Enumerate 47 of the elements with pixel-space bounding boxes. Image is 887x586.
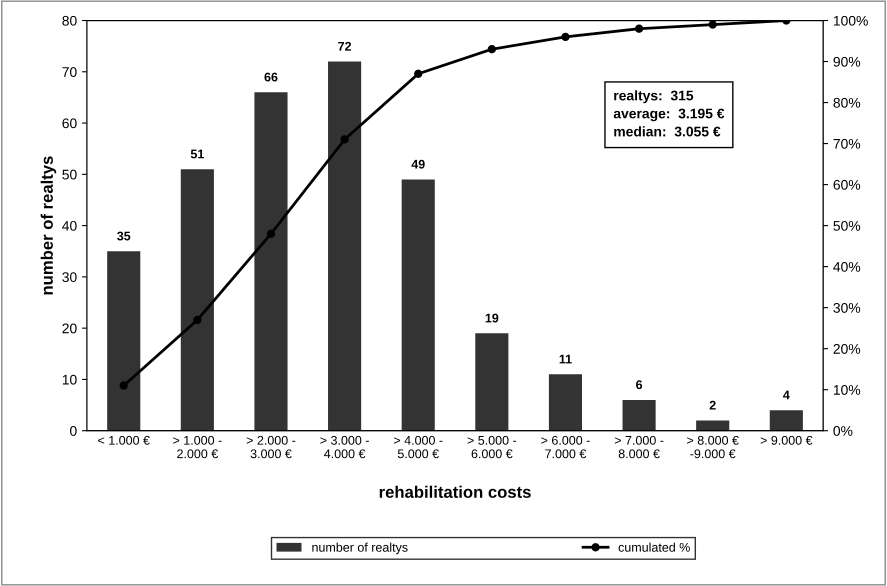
annotation: average: 3.195 €: [614, 108, 724, 122]
y-tick-label: 0: [70, 426, 77, 436]
y2-tick-label: 60%: [834, 180, 860, 190]
data-label: 2: [710, 400, 716, 410]
y-tick-label: 60: [62, 118, 77, 128]
y2-tick-label: 0%: [833, 426, 852, 436]
annotation: median: 3.055 €: [614, 126, 720, 136]
legend-label: number of realtys: [312, 542, 408, 554]
y-tick-label: 20: [62, 323, 77, 334]
y2-tick-label: 20%: [834, 344, 860, 354]
legend-label: cumulated %: [618, 542, 690, 552]
y2-tick-label: 80%: [833, 98, 860, 108]
x-tick-label: > 8.000 € -9.000 €: [687, 436, 739, 458]
x-tick-label: > 4.000 - 5.000 €: [394, 436, 443, 458]
x-tick-label: > 3.000 - 4.000 €: [320, 436, 369, 458]
y2-tick-label: 70%: [834, 138, 860, 149]
x-tick-label: > 9.000 €: [760, 436, 812, 445]
data-label: 66: [264, 72, 278, 82]
x-tick-label: > 2.000 - 3.000 €: [246, 436, 296, 458]
x-tick-label: > 6.000 - 7.000 €: [541, 436, 590, 458]
x-tick-label: > 5.000 - 6.000 €: [468, 436, 516, 458]
y-tick-label: 40: [62, 220, 77, 231]
y-tick-label: 70: [62, 67, 77, 77]
y2-tick-label: 100%: [834, 16, 868, 26]
y2-tick-label: 30%: [833, 302, 860, 313]
y-tick-label: 10: [62, 374, 77, 385]
y-tick-label: 50: [62, 170, 77, 180]
y-axis-title: number of realtys: [40, 156, 56, 294]
y-tick-label: 80: [62, 16, 77, 26]
data-label: 19: [486, 314, 498, 322]
x-tick-label: < 1.000 €: [98, 436, 150, 445]
y2-tick-label: 10%: [834, 385, 860, 395]
data-label: 4: [783, 390, 790, 400]
data-label: 6: [636, 380, 642, 390]
data-label: 72: [338, 42, 352, 51]
annotation: realtys: 315: [614, 90, 694, 104]
data-label: 11: [560, 354, 572, 364]
data-label: 51: [190, 150, 204, 158]
data-label: 49: [411, 160, 425, 169]
y-tick-label: 30: [62, 272, 77, 282]
data-label: 35: [117, 232, 130, 240]
x-axis-title: rehabilitation costs: [380, 486, 531, 498]
x-tick-label: > 7.000 - 8.000 €: [614, 436, 664, 458]
x-tick-label: > 1.000 - 2.000 €: [173, 436, 222, 458]
y2-tick-label: 90%: [834, 56, 860, 67]
y2-tick-label: 50%: [833, 220, 860, 231]
y2-tick-label: 40%: [833, 262, 860, 272]
